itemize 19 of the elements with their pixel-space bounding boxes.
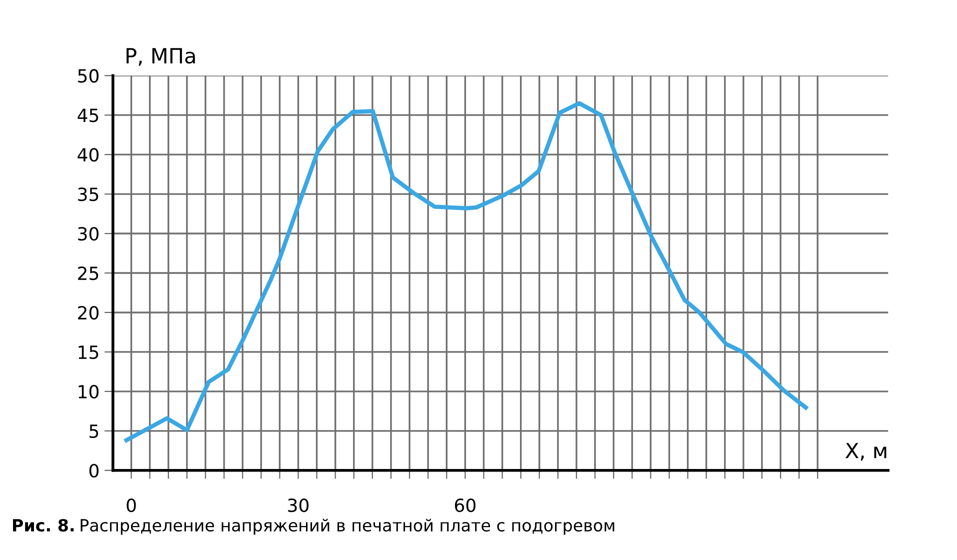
y-tick-label: 5 — [90, 424, 98, 438]
y-tick-label: 50 — [78, 69, 99, 83]
x-tick-label: 60 — [454, 498, 476, 512]
y-tick-label: 0 — [89, 464, 99, 478]
x-tick-label: 0 — [126, 498, 136, 512]
y-tick-label: 15 — [78, 346, 98, 360]
text: Рис. 8. — [13, 518, 74, 532]
x-axis-title: X, м — [845, 442, 886, 461]
line-series — [122, 101, 810, 444]
x-tick-label: 30 — [288, 498, 309, 512]
y-tick-label: 40 — [78, 148, 99, 162]
y-tick-label: 20 — [78, 306, 99, 320]
y-tick-label: 30 — [78, 226, 99, 241]
y-tick-label: 25 — [78, 266, 98, 280]
y-tick-label: 10 — [78, 384, 99, 399]
y-axis-title: P, МПа — [126, 48, 195, 66]
y-tick-label: 45 — [78, 108, 98, 122]
y-tick-label: 35 — [78, 188, 98, 202]
text: Распределение напряжений в печатной плате с подогревом — [80, 518, 614, 535]
